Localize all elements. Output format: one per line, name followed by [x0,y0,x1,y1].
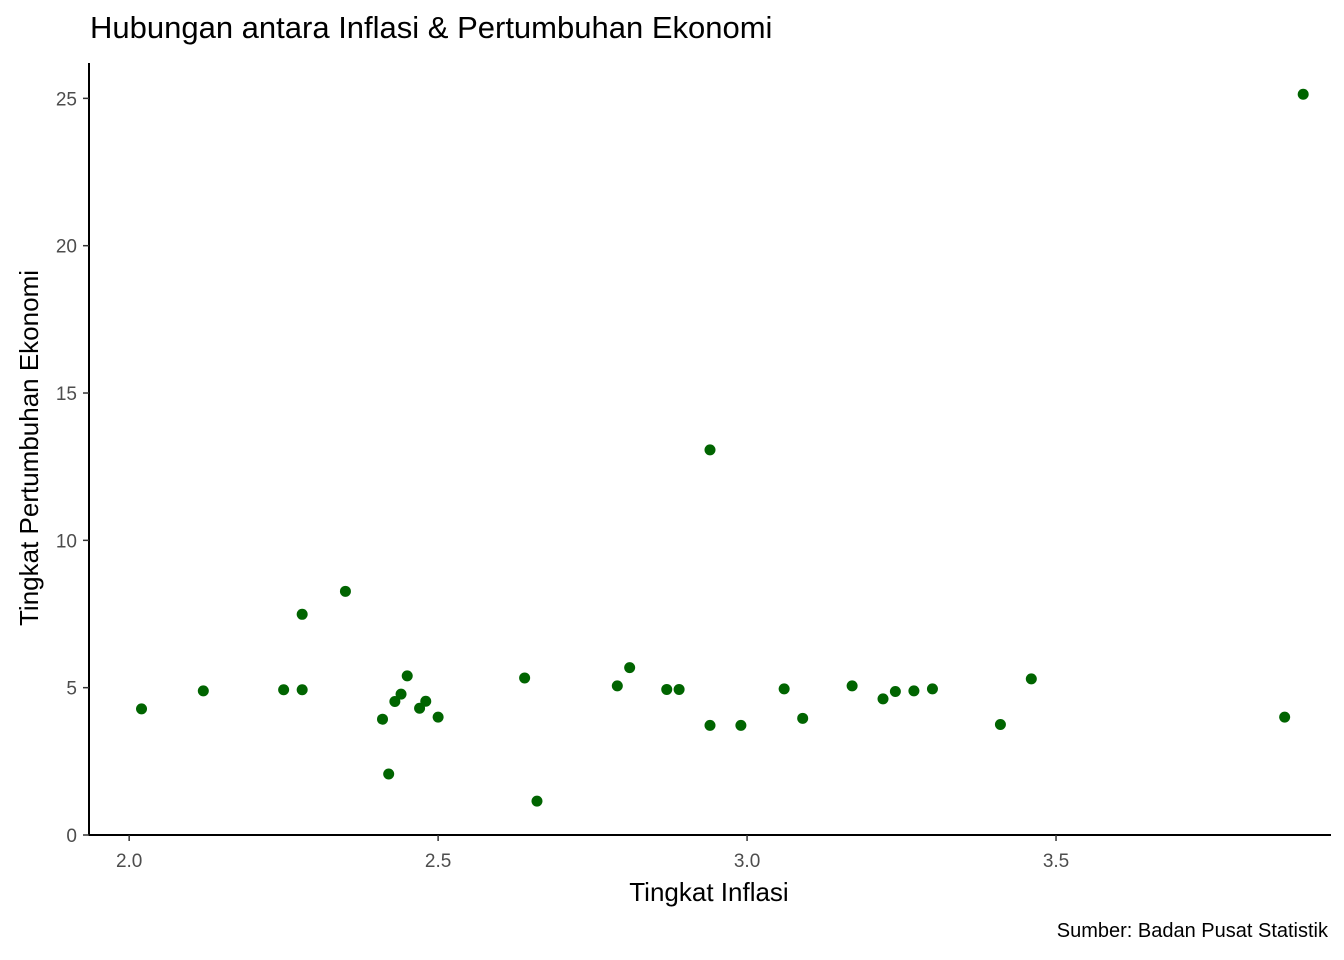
data-point [377,713,389,725]
data-point [197,685,209,697]
axes: 2.0 2.5 3.0 3.5 0 5 10 15 20 25 [56,63,1331,872]
y-tick-label: 10 [56,531,77,552]
data-point [414,702,426,714]
data-point [519,672,531,684]
data-point [735,719,747,731]
x-axis-title: Tingkat Inflasi [629,877,788,907]
x-tick-label: 3.5 [1043,851,1069,872]
data-point [420,695,432,707]
data-point [383,768,395,780]
y-tick-label: 5 [66,679,77,700]
data-point [136,703,148,715]
y-tick-label: 20 [56,237,77,258]
data-point [296,608,308,620]
data-point [797,712,809,724]
data-point [1025,673,1037,685]
data-point [395,688,407,700]
data-point [389,696,401,708]
data-point [1297,88,1309,100]
data-point [278,684,290,696]
data-point [704,719,716,731]
data-point [339,585,351,597]
data-point [889,686,901,698]
data-point [877,693,889,705]
data-point [846,680,858,692]
data-point [296,684,308,696]
data-point [624,662,636,674]
data-point [432,711,444,723]
data-point [704,444,716,456]
data-point [778,683,790,695]
data-point [673,683,685,695]
x-tick-label: 2.5 [425,851,451,872]
data-point [994,719,1006,731]
data-point [908,685,920,697]
y-tick-label: 15 [56,384,77,405]
data-point [531,795,543,807]
data-point [401,670,413,682]
data-point [661,683,673,695]
data-point [611,680,623,692]
chart-title: Hubungan antara Inflasi & Pertumbuhan Ek… [90,10,773,45]
data-point [926,683,938,695]
chart-caption: Sumber: Badan Pusat Statistik [1056,920,1328,942]
y-tick-label: 25 [56,89,77,110]
data-point [1279,711,1291,723]
y-tick-label: 0 [66,826,77,847]
x-tick-label: 2.0 [116,851,142,872]
data-points [136,88,1309,807]
y-axis-title: Tingkat Pertumbuhan Ekonomi [14,270,44,626]
x-tick-label: 3.0 [734,851,760,872]
